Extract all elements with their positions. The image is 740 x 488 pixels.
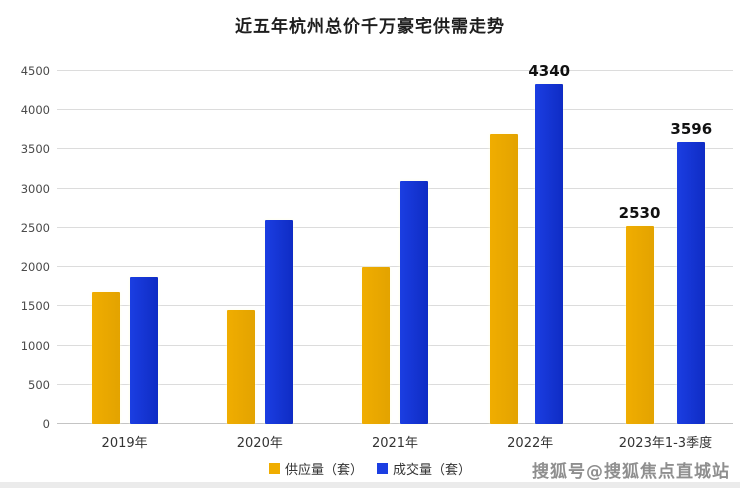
bar-value-label: 4340 [528, 61, 571, 80]
gridline [57, 344, 733, 346]
bar-group [57, 71, 192, 424]
bar-groups: 4340 2530 3596 [57, 63, 733, 424]
legend-label: 供应量（套） [284, 463, 363, 478]
y-tick-label: 3500 [20, 142, 50, 157]
bar-column: 2530 [618, 203, 661, 424]
y-tick-label: 500 [28, 377, 50, 392]
bar-sales [129, 277, 158, 424]
watermark: 搜狐号@搜狐焦点直城站 [532, 462, 730, 482]
bar-sales [677, 141, 706, 424]
gridline [57, 266, 733, 268]
bar-column [362, 267, 390, 424]
y-tick-label: 1000 [20, 338, 50, 353]
legend-swatch-icon [377, 463, 388, 474]
gridline [57, 383, 733, 385]
x-axis-label: 2022年 [507, 436, 554, 451]
gridline [57, 226, 733, 228]
y-tick-label: 4500 [20, 64, 50, 78]
bar-column [264, 220, 293, 424]
bar-sales [264, 220, 293, 424]
gridline [57, 423, 733, 424]
bar-supply [91, 292, 120, 424]
bar-group [192, 71, 327, 424]
bar-value-label: 2530 [618, 203, 661, 222]
bar-sales [535, 83, 564, 424]
bar-sales [400, 180, 428, 424]
bar-column: 4340 [528, 61, 571, 424]
y-tick-label: 1500 [20, 299, 50, 314]
legend: 供应量（套） 成交量（套） [0, 459, 740, 478]
legend-swatch-icon [268, 463, 280, 474]
chart-title: 近五年杭州总价千万豪宅供需走势 [235, 17, 505, 37]
bar-group: 2530 3596 [598, 71, 733, 424]
bar-column [490, 133, 519, 424]
gridline [57, 305, 733, 307]
y-tick-label: 4000 [20, 103, 50, 118]
bottom-strip [0, 482, 740, 488]
x-axis-label: 2021年 [371, 436, 419, 451]
gridline [57, 70, 733, 71]
y-tick-label: 2000 [20, 260, 50, 275]
y-tick-label: 0 [42, 417, 50, 431]
gridline [57, 187, 733, 189]
legend-item: 供应量（套） [268, 459, 363, 478]
plot-area: 0 500 1000 1500 2000 2500 3000 3500 4000 4500 4340… [21, 63, 733, 431]
bar-column [400, 180, 428, 424]
bar-group: 4340 [463, 63, 598, 424]
y-tick-label: 3000 [20, 181, 50, 196]
gridline [57, 148, 733, 150]
bar-column [129, 277, 158, 424]
legend-item: 成交量（套） [377, 459, 471, 478]
x-axis-label: 2019年 [101, 436, 148, 451]
x-axis-labels: 2019年 2020年 2021年 2022年 2023年1-3季度 [57, 432, 733, 451]
x-axis-label: 2020年 [236, 436, 283, 451]
bar-value-label: 3596 [670, 119, 713, 138]
y-tick-label: 2500 [20, 220, 50, 235]
bar-supply [625, 225, 654, 424]
bar-supply [490, 133, 519, 424]
bar-column: 3596 [670, 119, 713, 424]
legend-label: 成交量（套） [393, 463, 472, 478]
bar-column [91, 292, 120, 424]
bar-column [226, 310, 255, 424]
x-axis-label: 2023年1-3季度 [618, 436, 713, 451]
bar-group [327, 71, 462, 424]
bar-supply [226, 310, 255, 424]
gridline [57, 109, 733, 111]
bar-supply [362, 267, 390, 424]
